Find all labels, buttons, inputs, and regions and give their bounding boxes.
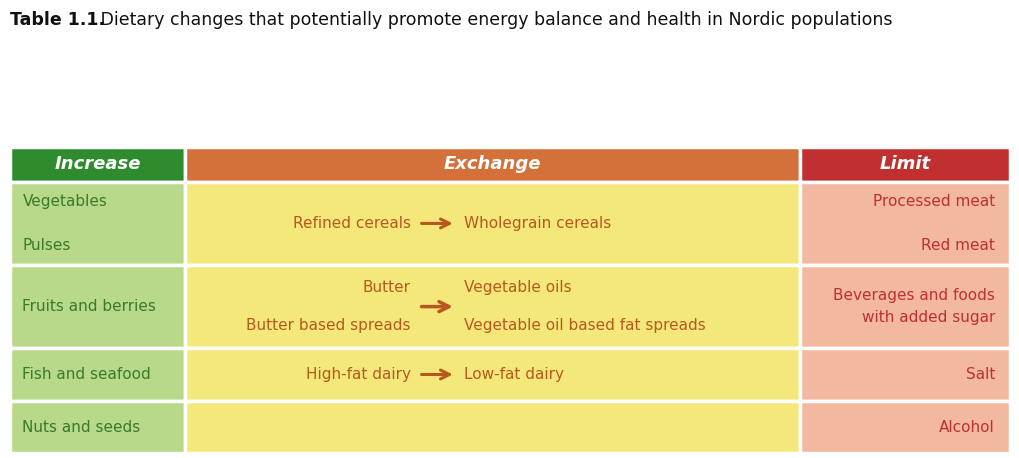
Text: Fish and seafood: Fish and seafood xyxy=(22,367,151,382)
Bar xyxy=(10,348,185,401)
Text: Beverages and foods
with added sugar: Beverages and foods with added sugar xyxy=(833,288,995,325)
Bar xyxy=(799,348,1009,401)
Bar xyxy=(10,265,185,348)
Text: Salt: Salt xyxy=(965,367,995,382)
Text: Exchange: Exchange xyxy=(443,155,541,173)
Text: Fruits and berries: Fruits and berries xyxy=(22,299,156,314)
Text: High-fat dairy: High-fat dairy xyxy=(306,367,411,382)
Bar xyxy=(10,401,185,453)
Bar xyxy=(185,147,799,182)
Text: Low-fat dairy: Low-fat dairy xyxy=(464,367,564,382)
Text: Butter: Butter xyxy=(362,280,411,295)
Text: Limit: Limit xyxy=(878,155,929,173)
Bar xyxy=(185,182,799,265)
Text: Nuts and seeds: Nuts and seeds xyxy=(22,420,141,435)
Text: Table 1.1.: Table 1.1. xyxy=(10,11,105,29)
Text: Vegetable oil based fat spreads: Vegetable oil based fat spreads xyxy=(464,318,705,333)
Bar xyxy=(185,348,799,401)
Bar xyxy=(799,265,1009,348)
Text: Increase: Increase xyxy=(54,155,141,173)
Text: Refined cereals: Refined cereals xyxy=(292,216,411,231)
Text: Wholegrain cereals: Wholegrain cereals xyxy=(464,216,610,231)
Bar xyxy=(10,182,185,265)
Bar xyxy=(10,147,185,182)
Bar xyxy=(799,401,1009,453)
Text: Dietary changes that potentially promote energy balance and health in Nordic pop: Dietary changes that potentially promote… xyxy=(95,11,892,29)
Text: Alcohol: Alcohol xyxy=(938,420,995,435)
Bar xyxy=(185,265,799,348)
Bar xyxy=(799,147,1009,182)
Text: Processed meat

Red meat: Processed meat Red meat xyxy=(872,194,995,253)
Bar xyxy=(185,401,799,453)
Text: Vegetables

Pulses: Vegetables Pulses xyxy=(22,194,107,253)
Bar xyxy=(799,182,1009,265)
Text: Butter based spreads: Butter based spreads xyxy=(246,318,411,333)
Text: Vegetable oils: Vegetable oils xyxy=(464,280,571,295)
